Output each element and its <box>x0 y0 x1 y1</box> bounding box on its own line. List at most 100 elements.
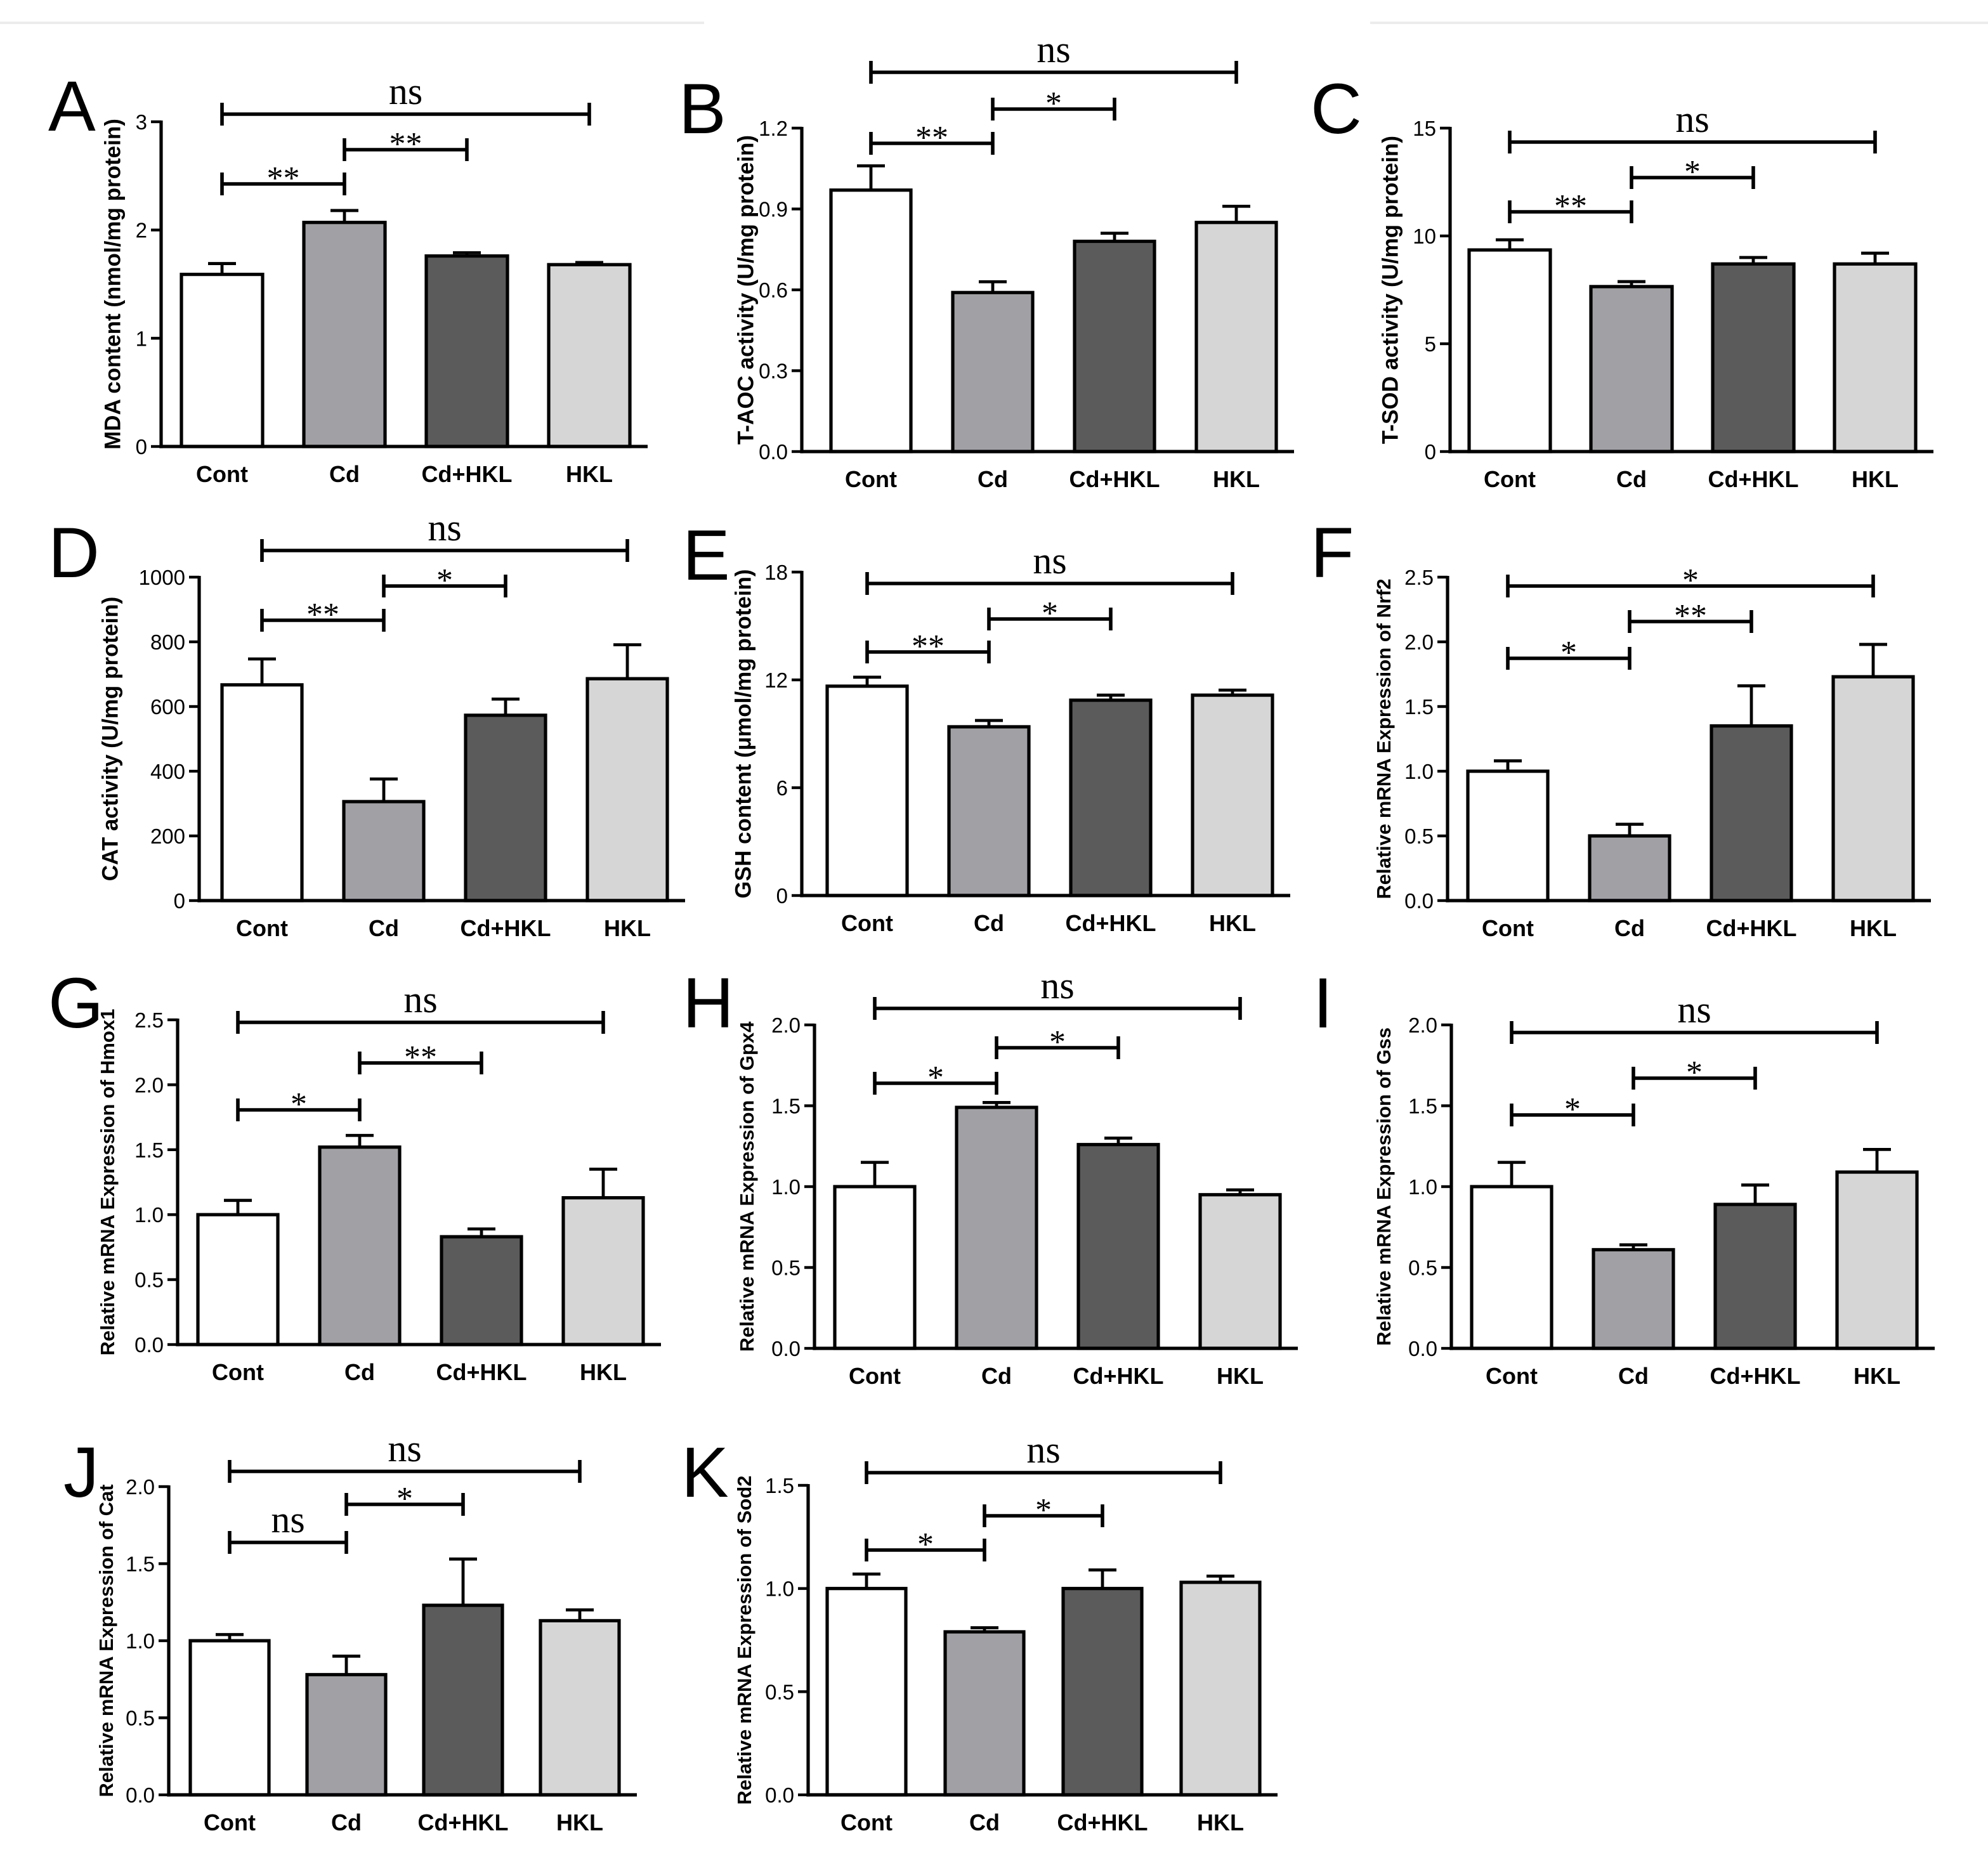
y-tick-label: 1.5 <box>771 1095 801 1118</box>
significance-label: ns <box>403 979 437 1020</box>
y-tick-label: 12 <box>764 668 788 692</box>
significance-label: ** <box>1674 598 1707 634</box>
bar <box>422 1603 504 1797</box>
x-tick-label: Cd <box>369 915 399 941</box>
chart-panel: F Relative mRNA Expression of Nrf2 Cont Cd C… <box>1311 513 1931 941</box>
y-tick-label: 15 <box>1413 117 1436 140</box>
x-tick-label: HKL <box>1213 466 1260 492</box>
bar <box>1061 1587 1144 1797</box>
x-tick-label: Cd+HKL <box>1057 1809 1148 1835</box>
significance-label: * <box>1042 596 1058 632</box>
y-tick-label: 800 <box>150 630 185 654</box>
y-tick-label: 1.0 <box>1408 1175 1437 1199</box>
y-tick-label: 0 <box>174 889 185 913</box>
y-tick-label: 0.0 <box>1408 1337 1437 1360</box>
significance-label: * <box>917 1527 934 1563</box>
y-tick-label: 1 <box>136 327 147 350</box>
y-tick-label: 400 <box>150 760 185 783</box>
bar <box>342 800 426 902</box>
y-tick-label: 1.0 <box>771 1175 801 1199</box>
chart-panel: I Relative mRNA Expression of Gss Cont Cd Cd… <box>1313 963 1935 1389</box>
x-tick-label: Cd <box>981 1363 1012 1389</box>
significance-label: ns <box>428 507 461 549</box>
significance-label: * <box>1560 635 1577 671</box>
x-tick-label: Cd <box>1616 466 1647 492</box>
significance-label: ns <box>389 70 422 112</box>
bar <box>539 1619 621 1797</box>
y-tick-label: 0.5 <box>771 1256 801 1280</box>
bar <box>424 254 509 448</box>
x-tick-label: Cd <box>329 461 360 487</box>
x-tick-label: HKL <box>556 1809 603 1835</box>
x-tick-label: Cd+HKL <box>1073 1363 1164 1389</box>
significance-label: ** <box>915 120 948 156</box>
y-tick-label: 200 <box>150 824 185 848</box>
significance-label: ** <box>404 1039 437 1076</box>
x-tick-label: Cont <box>845 466 897 492</box>
x-tick-label: Cd <box>978 466 1008 492</box>
y-tick-label: 0.5 <box>1408 1256 1437 1280</box>
y-axis-label: CAT activity (U/mg protein) <box>98 597 122 882</box>
x-tick-label: HKL <box>1197 1809 1244 1835</box>
significance-label: * <box>1564 1091 1581 1128</box>
bar <box>1076 1143 1160 1350</box>
bar <box>1191 693 1274 897</box>
bar <box>1198 1193 1282 1350</box>
x-tick-label: Cd+HKL <box>1708 466 1799 492</box>
significance-label: ** <box>912 629 945 665</box>
y-tick-label: 1.0 <box>765 1577 794 1601</box>
y-tick-label: 0.5 <box>1404 824 1434 848</box>
y-axis-label: Relative mRNA Expression of Sod2 <box>733 1475 755 1804</box>
x-tick-label: Cd+HKL <box>418 1809 509 1835</box>
y-tick-label: 6 <box>776 776 788 800</box>
bar <box>196 1213 280 1346</box>
bar <box>1833 262 1918 453</box>
significance-label: * <box>1049 1024 1066 1060</box>
y-tick-label: 0.6 <box>759 278 788 302</box>
x-tick-label: HKL <box>1209 910 1256 936</box>
bar <box>561 1196 645 1346</box>
panel-letter: E <box>683 516 730 595</box>
y-tick-label: 0.0 <box>771 1337 801 1360</box>
bar <box>220 683 304 902</box>
x-tick-label: Cont <box>1484 466 1536 492</box>
y-tick-label: 1.5 <box>1408 1095 1437 1118</box>
y-tick-label: 1.0 <box>126 1629 155 1653</box>
significance-label: * <box>1682 563 1699 599</box>
y-tick-label: 0 <box>776 884 788 908</box>
bar <box>1831 675 1915 902</box>
x-tick-label: Cont <box>204 1809 256 1835</box>
bar <box>1069 698 1153 897</box>
bar <box>1467 248 1552 453</box>
y-tick-label: 5 <box>1425 332 1436 356</box>
panel-letter: H <box>683 963 734 1043</box>
panel-letter: A <box>48 67 96 146</box>
y-tick-label: 2.0 <box>1408 1013 1437 1037</box>
bar <box>833 1185 917 1350</box>
x-tick-label: Cd <box>344 1359 375 1385</box>
x-tick-label: Cd+HKL <box>1706 915 1797 941</box>
significance-label: ns <box>271 1499 304 1541</box>
bar <box>1835 1170 1919 1350</box>
significance-label: * <box>396 1481 413 1517</box>
bar <box>1073 239 1156 453</box>
x-tick-label: Cd+HKL <box>436 1359 527 1385</box>
y-tick-label: 2.0 <box>126 1475 155 1499</box>
significance-label: ns <box>1677 989 1711 1031</box>
y-axis-label: Relative mRNA Expression of Gss <box>1373 1027 1395 1346</box>
significance-label: * <box>1686 1055 1703 1091</box>
x-tick-label: Cont <box>840 1809 893 1835</box>
y-tick-label: 0 <box>1425 440 1436 464</box>
x-tick-label: Cont <box>1482 915 1534 941</box>
x-tick-label: Cd <box>331 1809 362 1835</box>
significance-label: ns <box>1026 1429 1060 1471</box>
significance-label: * <box>927 1060 944 1096</box>
bar <box>829 188 913 453</box>
y-tick-label: 1.5 <box>765 1474 794 1497</box>
y-tick-label: 1.5 <box>134 1138 164 1162</box>
panel-letter: K <box>681 1433 729 1512</box>
bar <box>1179 1580 1262 1797</box>
significance-label: ** <box>389 126 422 162</box>
